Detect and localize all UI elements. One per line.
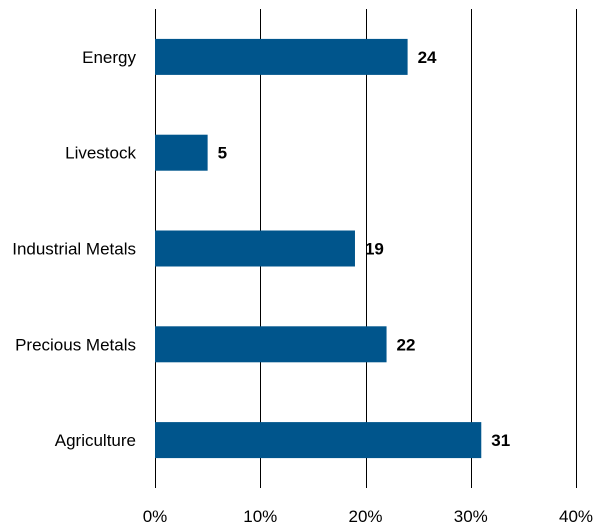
bar-3 xyxy=(155,326,387,363)
bar-0 xyxy=(155,38,408,75)
data-label-3: 22 xyxy=(397,335,416,354)
data-label-0: 24 xyxy=(418,48,437,67)
category-label-1: Livestock xyxy=(65,144,136,163)
data-label-4: 31 xyxy=(491,431,510,450)
category-label-3: Precious Metals xyxy=(15,335,136,354)
bar-4 xyxy=(155,422,482,459)
bar-1 xyxy=(155,134,208,171)
category-label-0: Energy xyxy=(82,48,136,67)
x-tick-label-0: 0% xyxy=(143,507,168,526)
bars xyxy=(155,38,482,459)
gridlines xyxy=(155,9,577,488)
data-label-1: 5 xyxy=(218,144,227,163)
x-tick-label-3: 30% xyxy=(454,507,488,526)
labels: 0% 10% 20% 30% 40% Energy 24 Livestock 5 Industri… xyxy=(12,48,593,526)
category-label-4: Agriculture xyxy=(55,431,136,450)
x-tick-label-4: 40% xyxy=(559,507,593,526)
x-tick-label-1: 10% xyxy=(243,507,277,526)
bar-2 xyxy=(155,230,355,267)
data-label-2: 19 xyxy=(365,240,384,259)
category-label-2: Industrial Metals xyxy=(12,240,136,259)
x-tick-label-2: 20% xyxy=(348,507,382,526)
